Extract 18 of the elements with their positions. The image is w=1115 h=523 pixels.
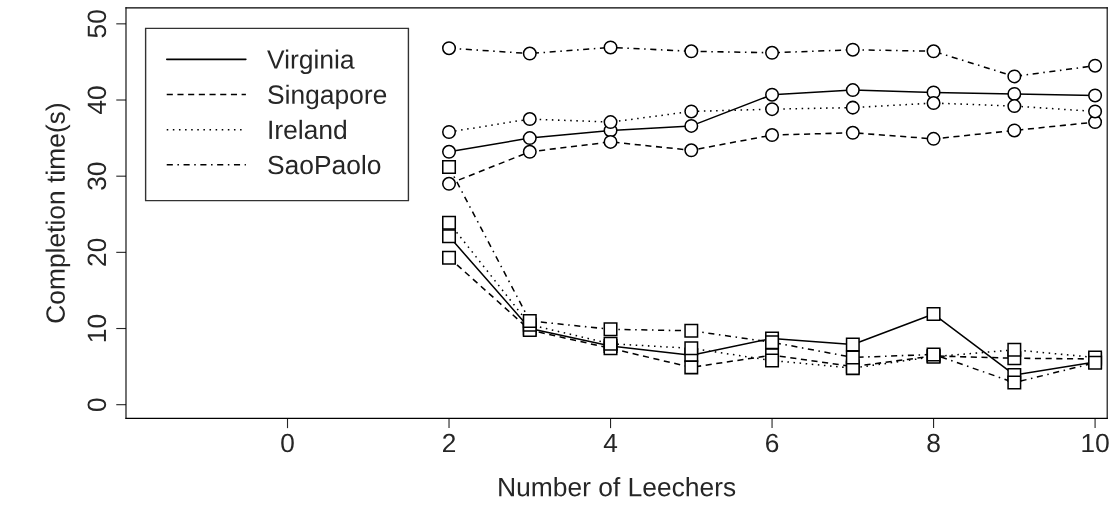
- y-axis-title: Completion time(s): [45, 104, 71, 323]
- x-tick-label: 6: [766, 433, 779, 453]
- x-tick-label: 10: [1082, 433, 1109, 453]
- x-tick-label: 8: [927, 433, 940, 453]
- y-tick-label: 40: [87, 86, 107, 115]
- y-tick-label: 0: [87, 398, 107, 411]
- legend-label: Singapore: [268, 84, 387, 110]
- y-tick-label: 20: [87, 238, 107, 266]
- x-tick-label: 4: [603, 433, 618, 453]
- x-tick-label: 2: [443, 433, 456, 453]
- y-tick-label: 30: [87, 162, 107, 190]
- legend-label: SaoPaolo: [268, 154, 381, 175]
- y-tick-label: 50: [87, 10, 107, 38]
- x-axis-title: Number of Leechers: [499, 477, 736, 497]
- y-tick-label: 10: [87, 314, 107, 342]
- legend-label: Virginia: [267, 49, 355, 75]
- x-tick-label: 0: [281, 433, 294, 453]
- legend-label: Ireland: [269, 119, 346, 140]
